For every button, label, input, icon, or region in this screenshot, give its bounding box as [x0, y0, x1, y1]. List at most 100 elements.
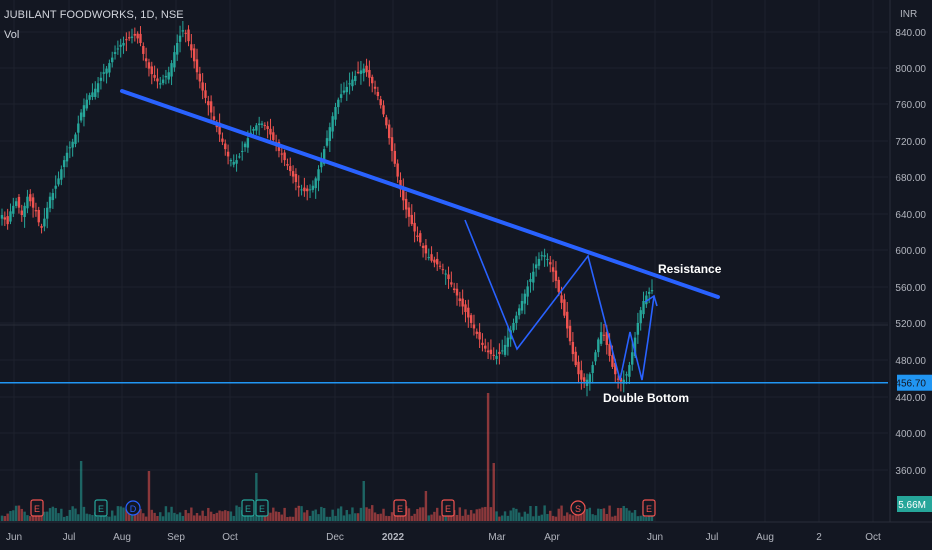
- volume-bar: [331, 509, 334, 521]
- candle-body: [46, 207, 49, 219]
- candle-body: [286, 164, 289, 166]
- x-tick-label: Jul: [63, 532, 76, 543]
- volume-bar: [17, 505, 21, 521]
- event-marker[interactable]: [570, 500, 586, 516]
- x-tick-label: Aug: [756, 532, 774, 543]
- volume-bar: [633, 510, 637, 521]
- volume-bar: [365, 507, 368, 521]
- candle-body: [29, 194, 32, 202]
- volume-bar: [430, 514, 433, 521]
- candle-body: [238, 156, 241, 158]
- volume-bar: [181, 515, 185, 521]
- volume-bar: [266, 511, 269, 521]
- volume-bar: [585, 509, 589, 521]
- candle-body: [289, 166, 292, 172]
- volume-bar: [594, 515, 597, 521]
- volume-bar: [625, 508, 628, 521]
- event-marker[interactable]: [30, 499, 44, 517]
- volume-bar: [554, 516, 558, 521]
- candle-body: [322, 149, 326, 164]
- candle-body: [642, 301, 645, 315]
- candle-body: [393, 150, 397, 164]
- candle-body: [650, 290, 654, 292]
- candle-body: [269, 128, 272, 135]
- candle-body: [209, 101, 213, 113]
- volume-bar: [159, 512, 162, 521]
- candle-body: [478, 332, 481, 340]
- candle-body: [62, 160, 66, 168]
- volume-bar: [566, 512, 569, 521]
- volume-bar: [517, 512, 521, 521]
- candle-body: [26, 196, 29, 209]
- volume-bar: [303, 512, 306, 521]
- candle-body: [159, 83, 162, 85]
- candle-body: [173, 52, 176, 68]
- candle-body: [399, 180, 402, 190]
- candle-body: [495, 355, 498, 359]
- volume-bar: [427, 515, 430, 521]
- candle-body: [337, 99, 340, 108]
- volume-bar: [444, 512, 447, 521]
- candle-body: [147, 62, 151, 69]
- volume-bar: [639, 515, 642, 521]
- candle-body: [9, 211, 12, 222]
- volume-bar: [178, 512, 182, 521]
- candle-body: [427, 257, 430, 259]
- candle-body: [546, 258, 549, 260]
- candle-body: [354, 75, 357, 82]
- volume-bar: [574, 513, 577, 521]
- candle-body: [560, 295, 563, 303]
- candle-body: [537, 258, 541, 266]
- candle-body: [235, 160, 238, 164]
- event-marker-label: E: [445, 504, 451, 514]
- volume-bar: [469, 510, 473, 521]
- candle-body: [328, 127, 332, 142]
- candle-body: [387, 124, 391, 139]
- event-marker[interactable]: [94, 499, 108, 517]
- volume-bar: [619, 508, 623, 521]
- volume-bar: [379, 513, 382, 521]
- candle-body: [515, 315, 518, 324]
- volume-bar: [526, 513, 529, 521]
- volume-badge: [897, 496, 932, 512]
- volume-bar: [492, 463, 495, 521]
- volume-bar: [139, 508, 142, 521]
- candle-body: [577, 361, 580, 375]
- volume-bar: [356, 513, 360, 521]
- candle-body: [85, 99, 88, 109]
- resistance-trendline[interactable]: [120, 89, 720, 299]
- x-tick-label: Jun: [6, 532, 22, 543]
- candle-body: [628, 365, 631, 377]
- volume-bar: [91, 515, 94, 521]
- candle-body: [438, 265, 442, 267]
- volume-bar: [475, 509, 478, 521]
- candle-body: [170, 63, 173, 77]
- volume-bar: [192, 515, 196, 521]
- candle-body: [574, 351, 577, 366]
- candle-body: [48, 196, 52, 209]
- volume-bar: [334, 515, 337, 521]
- candle-body: [294, 173, 298, 183]
- event-marker[interactable]: [125, 500, 141, 516]
- volume-bar: [317, 514, 320, 521]
- event-marker[interactable]: [642, 499, 656, 517]
- volume-bar: [260, 515, 264, 521]
- candle-body: [79, 112, 83, 121]
- event-marker[interactable]: [255, 499, 269, 517]
- candle-body: [619, 377, 623, 382]
- volume-bar: [150, 509, 153, 521]
- volume-bar: [105, 516, 108, 521]
- event-marker[interactable]: [441, 499, 455, 517]
- candle-body: [111, 57, 114, 63]
- volume-bar: [571, 515, 575, 521]
- event-marker[interactable]: [393, 499, 407, 517]
- volume-bar: [221, 511, 224, 521]
- event-marker[interactable]: [241, 499, 255, 517]
- candle-body: [481, 342, 484, 345]
- volume-bar: [424, 491, 428, 521]
- x-tick-label: Jun: [647, 532, 663, 543]
- y-tick-label: 440.00: [895, 393, 926, 404]
- candle-body: [345, 86, 348, 93]
- event-marker-label: S: [575, 504, 581, 514]
